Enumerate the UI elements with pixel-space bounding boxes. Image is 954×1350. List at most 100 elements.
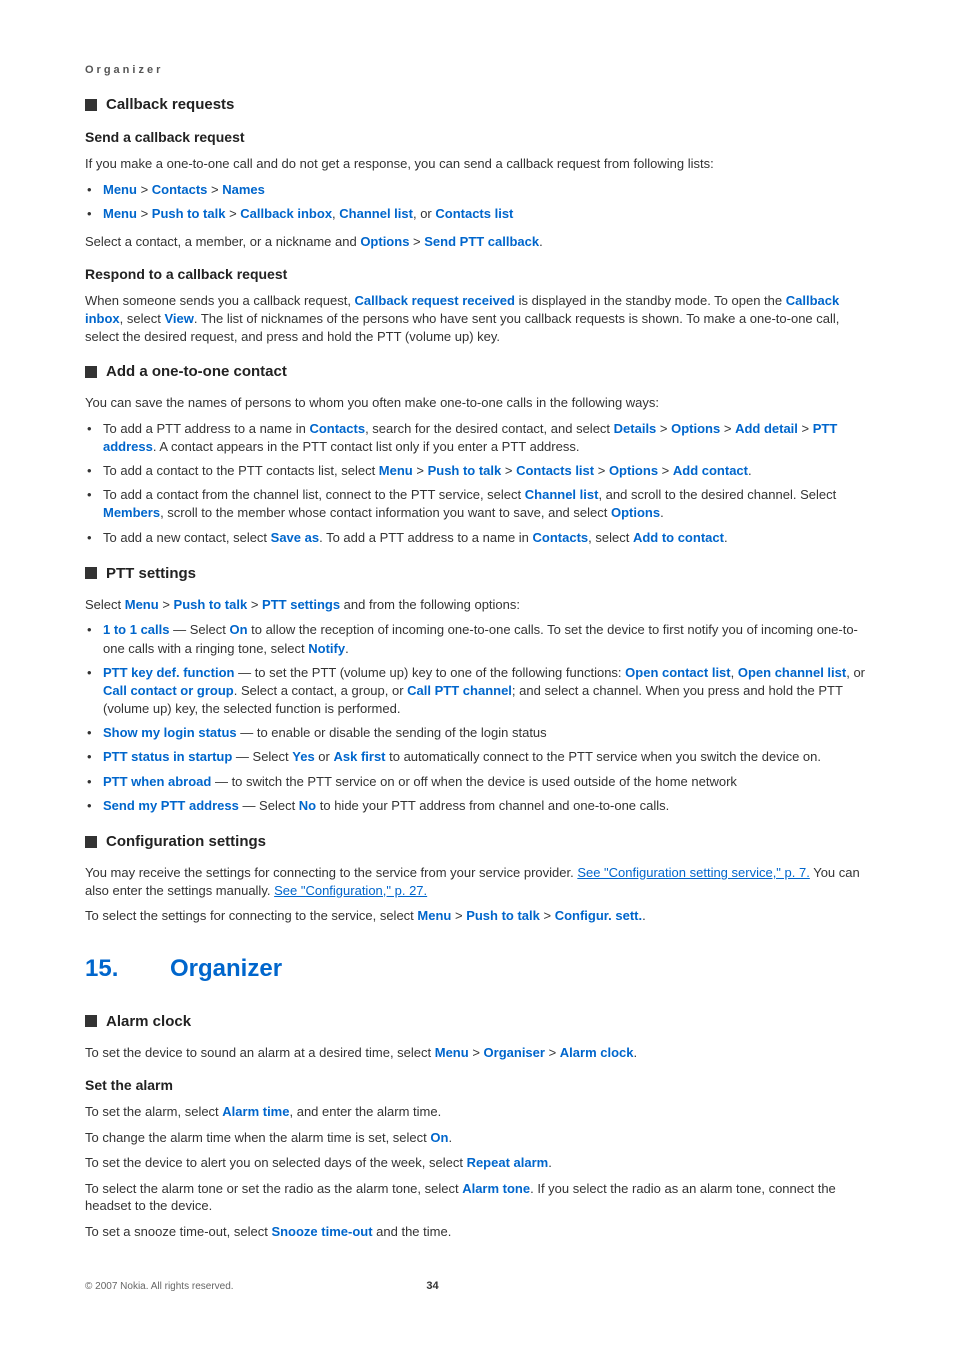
heading-alarm-clock: Alarm clock [85, 1013, 869, 1030]
paragraph: To select the settings for connecting to… [85, 907, 869, 925]
menu-path-item: Alarm clock [560, 1045, 634, 1060]
menu-path-item: PTT settings [262, 597, 340, 612]
copyright-text: © 2007 Nokia. All rights reserved. [85, 1281, 234, 1292]
ui-term: Add to contact [633, 530, 724, 545]
menu-path-item: Details [614, 421, 657, 436]
ui-term: Contacts [309, 421, 365, 436]
ui-term: Options [611, 505, 660, 520]
text: , select [120, 311, 165, 326]
list-item: Menu > Contacts > Names [85, 181, 869, 199]
ui-term: No [299, 798, 316, 813]
text: To change the alarm time when the alarm … [85, 1130, 430, 1145]
text: , select [588, 530, 633, 545]
paragraph: To set the device to alert you on select… [85, 1154, 869, 1172]
text: — Select [169, 622, 229, 637]
ui-term: Save as [271, 530, 319, 545]
ui-term: 1 to 1 calls [103, 622, 169, 637]
bullet-list: 1 to 1 calls — Select On to allow the re… [85, 621, 869, 815]
ui-term: Send my PTT address [103, 798, 239, 813]
chapter-title: Organizer [170, 955, 282, 982]
ui-term: Alarm time [222, 1104, 289, 1119]
menu-path-item: Menu [417, 908, 451, 923]
paragraph: To change the alarm time when the alarm … [85, 1129, 869, 1147]
text: To set a snooze time-out, select [85, 1224, 271, 1239]
bullet-square-icon [85, 1015, 97, 1027]
text: When someone sends you a callback reques… [85, 293, 355, 308]
ui-term: Open contact list [625, 665, 730, 680]
page: Organizer Callback requests Send a callb… [0, 0, 954, 1322]
heading-send-callback: Send a callback request [85, 129, 869, 145]
ui-term: Members [103, 505, 160, 520]
list-item: 1 to 1 calls — Select On to allow the re… [85, 621, 869, 657]
menu-path-item: Channel list [339, 206, 413, 221]
text: . To add a PTT address to a name in [319, 530, 532, 545]
ui-term: PTT when abroad [103, 774, 211, 789]
text: — to switch the PTT service on or off wh… [211, 774, 737, 789]
list-item: PTT key def. function — to set the PTT (… [85, 664, 869, 719]
text: . Select a contact, a group, or [234, 683, 407, 698]
menu-path-item: Callback inbox [240, 206, 332, 221]
menu-path-item: Push to talk [152, 206, 226, 221]
text: To select the settings for connecting to… [85, 908, 417, 923]
text: To set the device to sound an alarm at a… [85, 1045, 435, 1060]
text: . A contact appears in the PTT contact l… [153, 439, 580, 454]
text: Select [85, 597, 125, 612]
text: , search for the desired contact, and se… [365, 421, 614, 436]
menu-path-item: Push to talk [466, 908, 540, 923]
cross-reference-link[interactable]: See "Configuration," p. 27. [274, 883, 427, 898]
heading-text: Alarm clock [106, 1013, 191, 1030]
text: , scroll to the member whose contact inf… [160, 505, 611, 520]
paragraph: To set the alarm, select Alarm time, and… [85, 1103, 869, 1121]
menu-path-item: Options [671, 421, 720, 436]
menu-path-item: Add detail [735, 421, 798, 436]
paragraph: You may receive the settings for connect… [85, 864, 869, 899]
ui-term: Repeat alarm [467, 1155, 549, 1170]
text: Select a contact, a member, or a nicknam… [85, 234, 360, 249]
text: To add a contact from the channel list, … [103, 487, 525, 502]
menu-path-item: Organiser [484, 1045, 545, 1060]
menu-path-item: Push to talk [174, 597, 248, 612]
paragraph: You can save the names of persons to who… [85, 394, 869, 412]
menu-path-item: Contacts list [435, 206, 513, 221]
heading-text: PTT settings [106, 565, 196, 582]
paragraph: If you make a one-to-one call and do not… [85, 155, 869, 173]
paragraph: To set a snooze time-out, select Snooze … [85, 1223, 869, 1241]
heading-set-alarm: Set the alarm [85, 1077, 869, 1093]
text: To set the alarm, select [85, 1104, 222, 1119]
ui-term: Yes [292, 749, 314, 764]
bullet-square-icon [85, 99, 97, 111]
text: is displayed in the standby mode. To ope… [515, 293, 786, 308]
text: to automatically connect to the PTT serv… [386, 749, 821, 764]
ui-term: Call PTT channel [407, 683, 512, 698]
cross-reference-link[interactable]: See "Configuration setting service," p. … [577, 865, 810, 880]
heading-callback-requests: Callback requests [85, 96, 869, 113]
heading-ptt-settings: PTT settings [85, 565, 869, 582]
text: — Select [239, 798, 299, 813]
menu-path-item: Contacts list [516, 463, 594, 478]
list-item: PTT when abroad — to switch the PTT serv… [85, 773, 869, 791]
ui-term: Snooze time-out [271, 1224, 372, 1239]
text: To add a contact to the PTT contacts lis… [103, 463, 379, 478]
ui-term: Alarm tone [462, 1181, 530, 1196]
ui-term: Callback request received [355, 293, 515, 308]
ui-term: Channel list [525, 487, 599, 502]
menu-path-item: Menu [379, 463, 413, 478]
heading-text: Add a one-to-one contact [106, 363, 287, 380]
paragraph: Select Menu > Push to talk > PTT setting… [85, 596, 869, 614]
menu-path-item: Menu [435, 1045, 469, 1060]
text: To set the device to alert you on select… [85, 1155, 467, 1170]
menu-path-item: Configur. sett. [555, 908, 642, 923]
menu-path-item: Contacts [152, 182, 208, 197]
text: and the time. [373, 1224, 452, 1239]
bullet-list: Menu > Contacts > Names Menu > Push to t… [85, 181, 869, 223]
ui-term: On [229, 622, 247, 637]
list-item: Send my PTT address — Select No to hide … [85, 797, 869, 815]
text: . The list of nicknames of the persons w… [85, 311, 839, 344]
text: or [315, 749, 334, 764]
text: To add a new contact, select [103, 530, 271, 545]
page-footer: © 2007 Nokia. All rights reserved. 34 [85, 1280, 869, 1292]
menu-path-item: Options [360, 234, 409, 249]
text: To add a PTT address to a name in [103, 421, 309, 436]
menu-path-item: Menu [103, 182, 137, 197]
menu-path-item: Options [609, 463, 658, 478]
